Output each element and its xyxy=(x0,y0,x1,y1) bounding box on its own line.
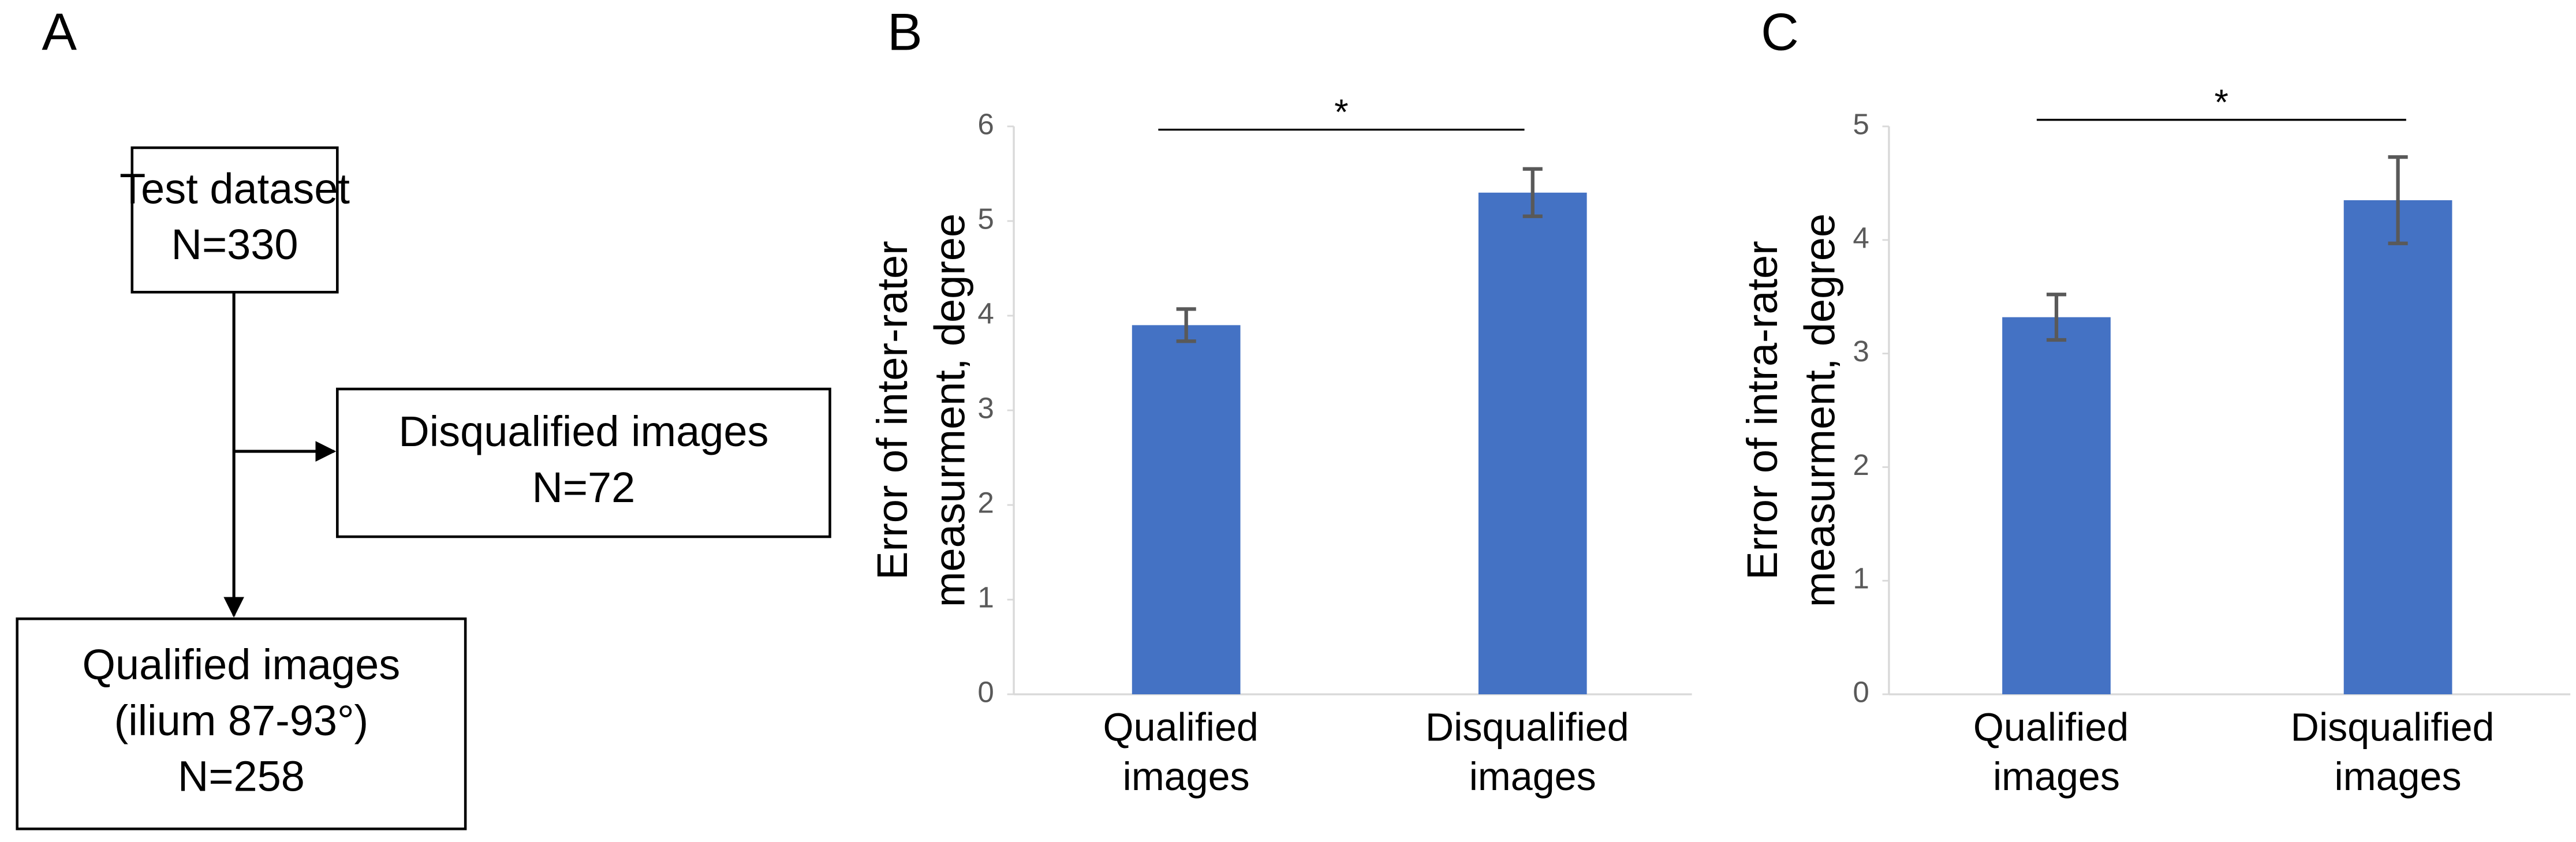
y-tick-label: 5 xyxy=(1853,108,1869,141)
y-axis-label: Error of inter-rater xyxy=(868,241,916,580)
x-tick-label: Qualified images xyxy=(1973,706,2140,799)
node-box xyxy=(130,146,339,294)
y-axis-label: measurment, degree xyxy=(925,214,973,607)
node-text: Qualified images xyxy=(83,641,401,688)
node-text: Disqualified images xyxy=(398,407,768,455)
y-tick-label: 4 xyxy=(1853,221,1869,254)
y-tick-label: 2 xyxy=(1853,448,1869,481)
node-text: (ilium 87-93°) xyxy=(114,697,368,744)
panel-label: B xyxy=(887,3,923,62)
significance-mark: * xyxy=(2215,83,2228,123)
panel-label: A xyxy=(42,3,77,62)
error-bar xyxy=(1522,167,1543,218)
bar xyxy=(2343,200,2452,695)
significance-mark: * xyxy=(1334,92,1348,133)
bar xyxy=(2002,317,2111,695)
error-bar xyxy=(2388,155,2408,245)
y-tick-label: 6 xyxy=(977,108,994,141)
node-text: Test dataset xyxy=(120,164,350,212)
y-axis-label: Error of intra-rater xyxy=(1738,241,1786,580)
x-tick-label: Qualified images xyxy=(1103,706,1269,799)
y-tick-label: 0 xyxy=(977,676,994,709)
y-tick-label: 4 xyxy=(977,297,994,330)
node-text: N=258 xyxy=(178,752,305,800)
node-text: N=72 xyxy=(532,463,635,511)
x-tick-label: Disqualified images xyxy=(1425,706,1640,799)
y-tick-label: 5 xyxy=(977,203,994,235)
node-box xyxy=(336,387,831,538)
x-tick-label: Disqualified images xyxy=(2291,706,2506,799)
node-box xyxy=(16,617,467,830)
bar xyxy=(1132,325,1241,695)
y-tick-label: 3 xyxy=(1853,335,1869,368)
y-tick-label: 0 xyxy=(1853,676,1869,709)
bar xyxy=(1478,192,1587,695)
node-text: N=330 xyxy=(171,220,298,268)
y-tick-label: 1 xyxy=(1853,562,1869,595)
error-bar xyxy=(1176,307,1196,343)
y-axis-label: measurment, degree xyxy=(1796,214,1844,607)
y-tick-label: 1 xyxy=(977,581,994,614)
y-tick-label: 2 xyxy=(977,487,994,519)
panel-label: C xyxy=(1761,3,1799,62)
error-bar xyxy=(2046,293,2067,342)
y-tick-label: 3 xyxy=(977,392,994,425)
